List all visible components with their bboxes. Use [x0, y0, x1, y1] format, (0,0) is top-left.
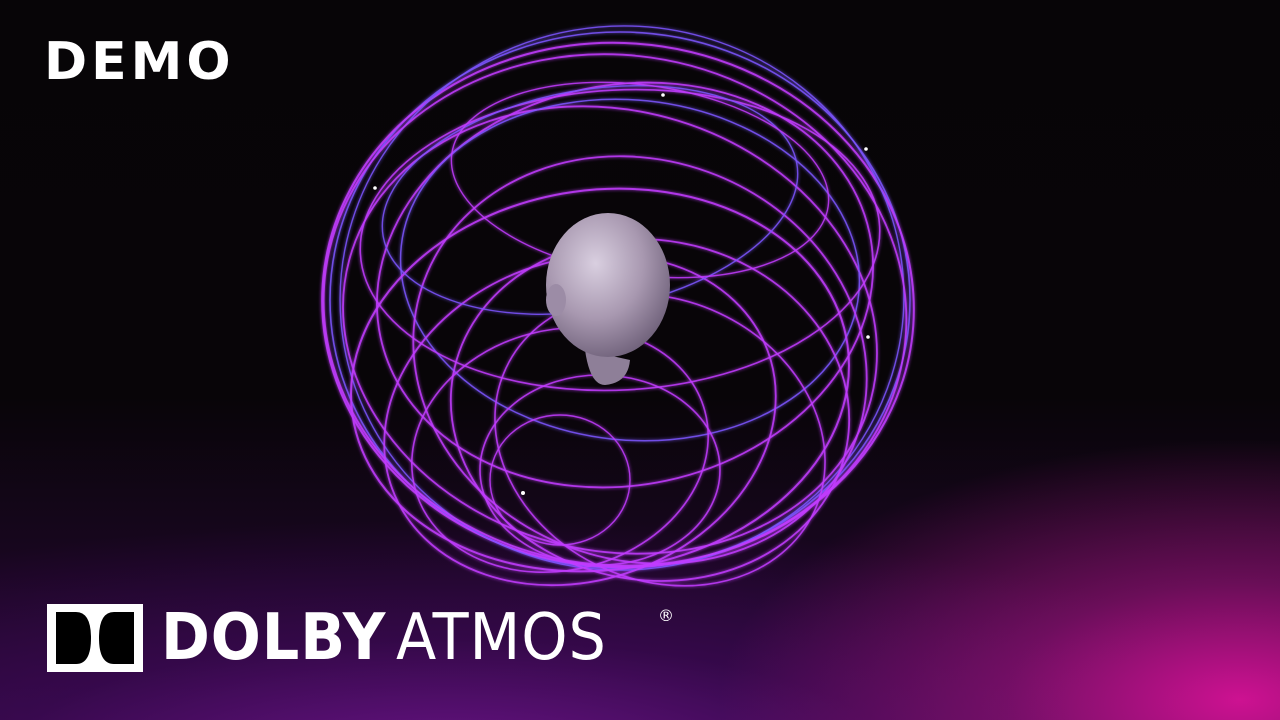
sound-ring — [339, 25, 905, 571]
dolby-double-d-icon — [47, 604, 143, 672]
brand-atmos: ATMOS — [395, 601, 607, 675]
registered-mark: ® — [658, 606, 674, 625]
sound-ring — [412, 155, 868, 565]
sound-ring — [399, 98, 861, 442]
sound-ring — [342, 105, 878, 555]
brand-dolby: DOLBY — [161, 601, 387, 675]
sound-rings — [321, 25, 915, 587]
demo-label: DEMO — [44, 32, 235, 92]
sound-ring — [383, 253, 777, 587]
dolby-atmos-logo: DOLBY ATMOS — [47, 604, 625, 672]
sound-ring — [494, 293, 826, 587]
listener-head — [546, 213, 670, 385]
sound-ring — [489, 414, 631, 546]
sound-ring — [359, 88, 881, 392]
sound-ring — [479, 374, 721, 566]
sound-ring — [350, 187, 850, 573]
sparkle-particles — [373, 93, 870, 495]
sound-ring — [322, 53, 908, 567]
